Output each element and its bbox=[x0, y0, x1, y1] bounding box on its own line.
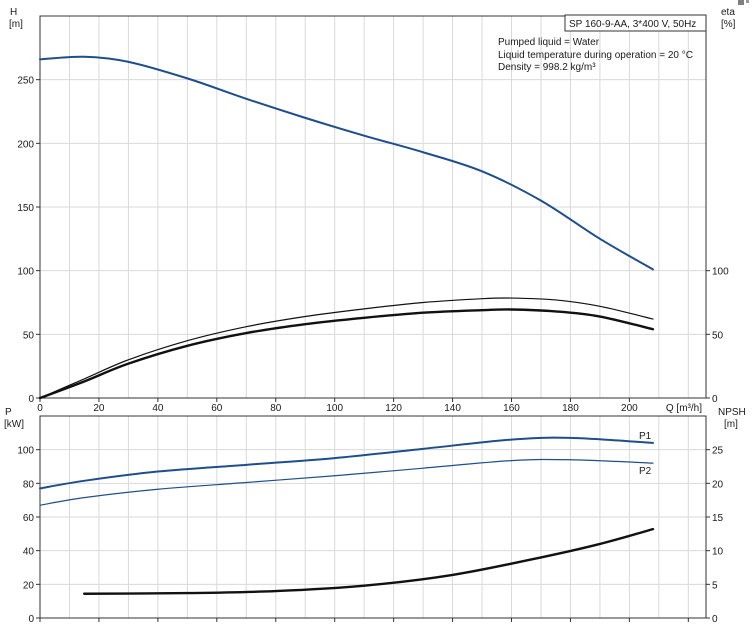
top-left-tick-label: 100 bbox=[17, 267, 34, 278]
top-left-axis-unit: [m] bbox=[9, 19, 23, 30]
x-tick-label: 80 bbox=[270, 403, 282, 414]
x-tick-label: 120 bbox=[385, 403, 402, 414]
bottom-right-tick-label: 5 bbox=[712, 580, 718, 591]
x-tick-label: 40 bbox=[152, 403, 164, 414]
info-line-1: Pumped liquid = Water bbox=[498, 37, 600, 48]
bottom-right-tick-label: 25 bbox=[712, 446, 724, 457]
bottom-left-tick-label: 100 bbox=[17, 446, 34, 457]
bottom-right-tick-label: 0 bbox=[712, 614, 718, 625]
series-p1-label: P1 bbox=[639, 431, 652, 442]
bottom-left-axis-label: P bbox=[5, 407, 12, 418]
bottom-right-axis-unit: [m] bbox=[724, 419, 738, 430]
bottom-right-axis-label: NPSH bbox=[718, 407, 746, 418]
series-eta-curve bbox=[38, 308, 655, 400]
x-tick-label: 100 bbox=[326, 403, 343, 414]
legend-title-box bbox=[564, 14, 707, 32]
top-right-tick-label: 50 bbox=[712, 330, 724, 341]
top-left-tick-label: 200 bbox=[17, 139, 34, 150]
x-tick-label: 140 bbox=[444, 403, 461, 414]
legend-title: SP 160-9-AA, 3*400 V, 50Hz bbox=[569, 19, 696, 30]
top-right-tick-label: 100 bbox=[712, 267, 729, 278]
x-tick-label: 180 bbox=[562, 403, 579, 414]
bottom-left-tick-label: 80 bbox=[23, 479, 35, 490]
corner-icon bbox=[738, 0, 749, 5]
x-tick-label: 160 bbox=[503, 403, 520, 414]
top-panel: 0 50 100 150 200 250 0 50 100 H[m] eta[%] 0 20 40 60 80… bbox=[9, 7, 736, 414]
bottom-panel: 0 20 40 60 80 100 0 5 10 15 20 25 P[kW] NPSH[m] P1 P2 bbox=[4, 407, 746, 625]
bottom-right-tick-label: 10 bbox=[712, 547, 724, 558]
top-left-tick-label: 0 bbox=[28, 394, 34, 405]
bottom-left-tick-label: 40 bbox=[23, 547, 35, 558]
x-tick-label: 0 bbox=[37, 403, 43, 414]
top-left-tick-label: 50 bbox=[23, 330, 35, 341]
top-right-tick-label: 0 bbox=[712, 394, 718, 405]
x-tick-label: 60 bbox=[211, 403, 223, 414]
x-axis-label: Q [m³/h] bbox=[666, 403, 702, 414]
bottom-left-tick-label: 60 bbox=[23, 513, 35, 524]
x-tick-label: 20 bbox=[93, 403, 105, 414]
series-p2-curve bbox=[39, 458, 654, 506]
series-p1-curve bbox=[39, 436, 654, 490]
top-left-axis-label: H bbox=[10, 7, 17, 18]
bottom-right-tick-label: 15 bbox=[712, 513, 724, 524]
series-npsh-curve bbox=[83, 527, 655, 595]
series-p2-label: P2 bbox=[639, 466, 652, 477]
bottom-left-tick-label: 0 bbox=[28, 614, 34, 625]
series-eta2-curve bbox=[39, 297, 654, 399]
bottom-left-axis-unit: [kW] bbox=[4, 419, 24, 430]
top-right-axis-label: eta bbox=[721, 7, 735, 18]
bottom-left-tick-label: 20 bbox=[23, 580, 35, 591]
info-line-2: Liquid temperature during operation = 20… bbox=[498, 50, 693, 61]
bottom-right-tick-label: 20 bbox=[712, 479, 724, 490]
x-tick-label: 200 bbox=[621, 403, 638, 414]
top-left-tick-label: 150 bbox=[17, 203, 34, 214]
info-box: SP 160-9-AA, 3*400 V, 50Hz Pumped liquid… bbox=[498, 14, 707, 73]
top-left-tick-label: 250 bbox=[17, 76, 34, 87]
info-line-3: Density = 998.2 kg/m³ bbox=[498, 62, 596, 73]
top-right-axis-unit: [%] bbox=[721, 19, 736, 30]
series-h-curve bbox=[39, 55, 654, 271]
